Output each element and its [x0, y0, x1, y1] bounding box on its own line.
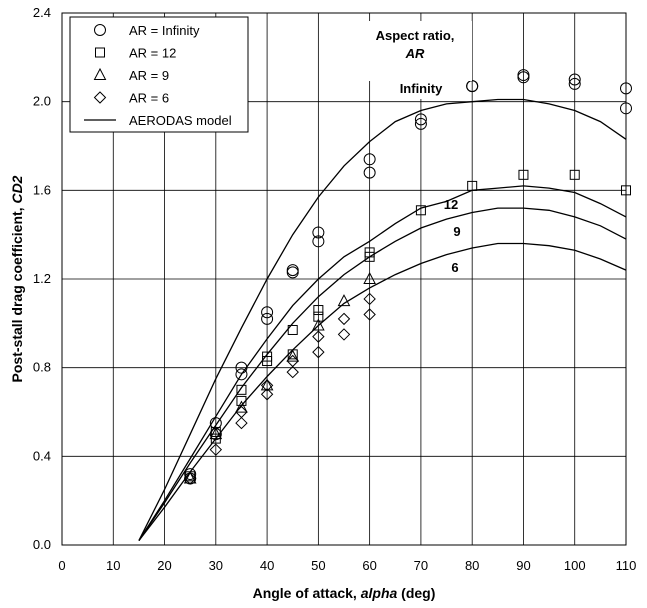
diamond-marker — [337, 328, 351, 341]
triangle-marker — [337, 294, 351, 307]
grid — [62, 13, 626, 545]
circle-marker — [261, 306, 274, 319]
legend-triangle-symbol — [93, 67, 107, 80]
triangle-marker — [286, 349, 300, 362]
y-tick-label: 0.0 — [33, 537, 51, 552]
x-tick-label: 100 — [564, 558, 586, 573]
x-axis-title: Angle of attack, alpha (deg) — [253, 585, 436, 601]
circle-marker — [414, 117, 427, 130]
diamond-marker — [209, 443, 223, 456]
square-marker — [236, 395, 247, 406]
circle-marker — [363, 166, 376, 179]
circle-marker — [568, 77, 581, 90]
data-markers — [183, 69, 632, 485]
circle-marker — [261, 312, 274, 325]
x-tick-label: 110 — [616, 558, 637, 573]
circle-marker — [620, 102, 632, 115]
triangle-marker — [235, 400, 248, 413]
circle-marker — [620, 82, 632, 95]
y-axis-title: Post-stall drag coefficient, CD2 — [9, 175, 25, 382]
y-tick-label: 0.4 — [33, 448, 51, 463]
circle-marker — [235, 361, 248, 374]
square-marker — [313, 305, 324, 316]
circle-marker — [312, 226, 325, 239]
square-marker — [364, 251, 375, 262]
model-curve-infinity — [138, 98, 627, 541]
diamond-marker — [312, 330, 325, 343]
square-marker — [262, 356, 273, 367]
triangle-marker — [183, 471, 197, 484]
legend-label: AR = 6 — [129, 91, 169, 106]
diamond-marker — [183, 472, 197, 485]
annotation-9: 9 — [453, 224, 460, 239]
legend-square-symbol — [95, 47, 105, 58]
x-tick-label: 40 — [260, 558, 274, 573]
legend-box — [69, 16, 249, 133]
circle-marker — [517, 71, 530, 84]
circle-marker — [312, 235, 325, 248]
circle-marker — [363, 153, 376, 166]
legend-diamond-symbol — [93, 91, 107, 104]
circle-marker — [414, 113, 427, 126]
x-tick-label: 30 — [209, 558, 223, 573]
diamond-marker — [363, 308, 376, 321]
circle-marker — [568, 73, 581, 86]
square-marker — [313, 311, 324, 322]
triangle-marker — [209, 427, 223, 440]
annotation-title: Aspect ratio, — [376, 28, 455, 43]
square-marker — [236, 384, 247, 395]
y-tick-label: 2.4 — [33, 5, 51, 20]
legend-label: AR = 12 — [129, 46, 176, 61]
legend-label: AERODAS model — [129, 113, 232, 128]
diamond-marker — [286, 354, 299, 368]
legend-label: AR = 9 — [129, 68, 169, 83]
triangle-marker — [260, 378, 274, 391]
x-tick-label: 10 — [106, 558, 120, 573]
circle-marker — [235, 368, 248, 381]
diamond-marker — [260, 388, 274, 401]
square-marker — [467, 180, 478, 191]
square-marker — [287, 324, 298, 335]
annotation-infinity: Infinity — [400, 81, 443, 96]
y-tick-label: 0.8 — [33, 360, 51, 375]
square-marker — [415, 205, 426, 216]
legend-circle-symbol — [94, 24, 106, 36]
diamond-marker — [260, 379, 274, 392]
diamond-marker — [337, 312, 351, 326]
square-marker — [518, 169, 529, 180]
annotation-ar: AR — [405, 46, 425, 61]
infinity-label-mask — [390, 77, 452, 99]
x-tick-label: 80 — [465, 558, 479, 573]
legend: AR = Infinity AR = 12 AR = 9 AR = 6 AERODAS … — [69, 16, 249, 133]
x-tick-label: 0 — [58, 558, 65, 573]
model-curve-12 — [138, 185, 627, 541]
x-tick-label: 70 — [414, 558, 428, 573]
diamond-marker — [235, 405, 248, 419]
y-tick-label: 2.0 — [33, 94, 51, 109]
x-tick-label: 60 — [362, 558, 376, 573]
square-marker — [621, 185, 631, 196]
circle-marker — [286, 266, 299, 279]
legend-label: AR = Infinity — [129, 23, 200, 38]
diamond-marker — [286, 365, 299, 379]
tick-labels: 0 10 20 30 40 50 60 70 80 90 100 110 0.0 0.4 0.8 1.2 1.6… — [33, 5, 636, 573]
x-tick-label: 90 — [516, 558, 530, 573]
diamond-marker — [312, 345, 325, 359]
x-tick-label: 20 — [157, 558, 171, 573]
circle-marker — [466, 80, 479, 93]
annotation-12: 12 — [444, 197, 458, 212]
triangle-marker — [312, 318, 325, 331]
circle-marker — [184, 468, 197, 481]
y-tick-label: 1.6 — [33, 182, 51, 197]
y-tick-label: 1.2 — [33, 271, 51, 286]
square-marker — [569, 169, 580, 180]
annotation-6: 6 — [451, 260, 458, 275]
x-tick-label: 50 — [311, 558, 325, 573]
triangle-marker — [363, 271, 376, 284]
diamond-marker — [235, 416, 248, 430]
diamond-marker — [363, 292, 376, 306]
annotation-mask — [358, 21, 472, 81]
